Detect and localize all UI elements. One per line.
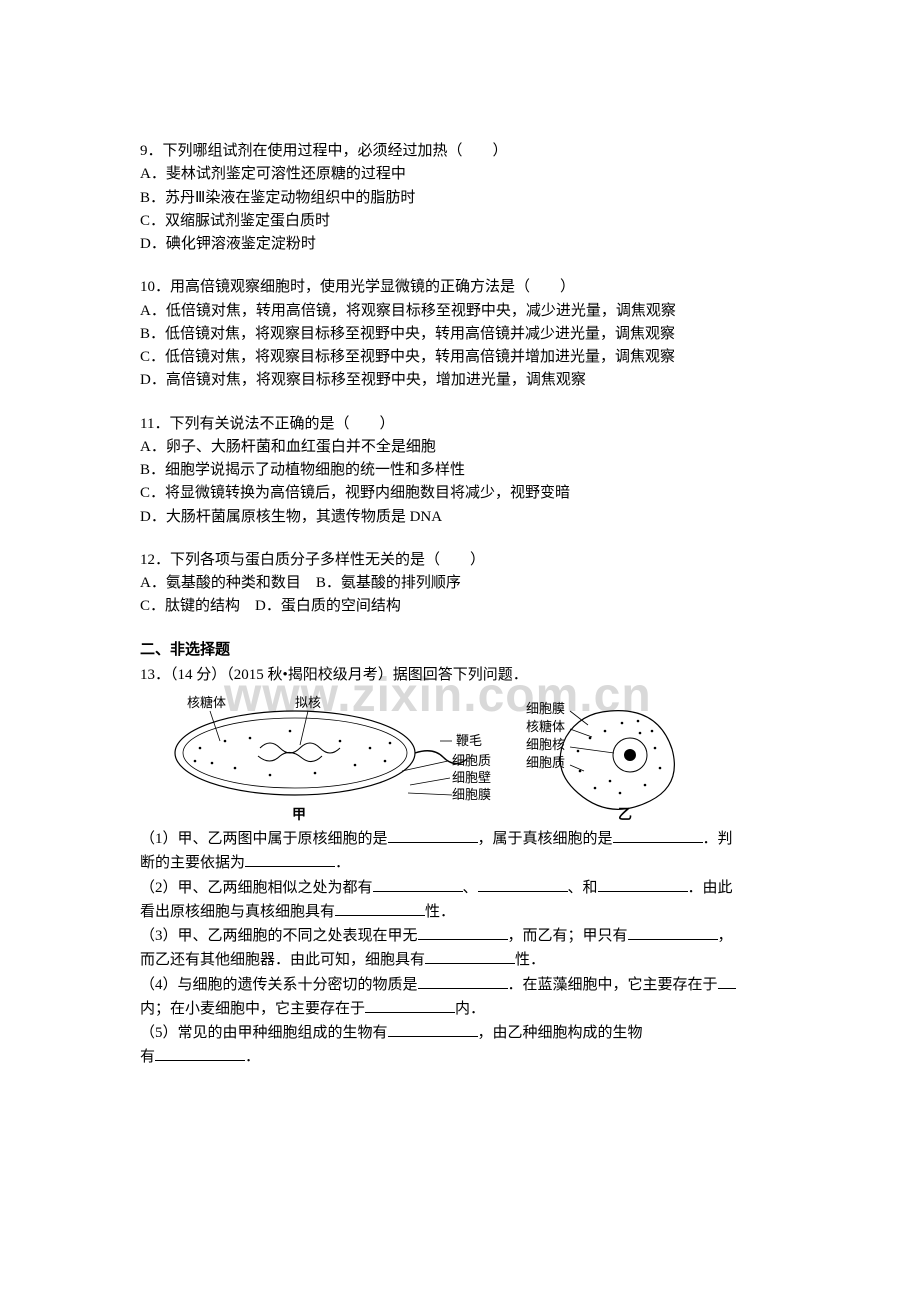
blank [373, 876, 463, 892]
q13-p1b: ，属于真核细胞的是 [478, 831, 613, 847]
question-9: 9．下列哪组试剂在使用过程中，必须经过加热（ ） A．斐林试剂鉴定可溶性还原糖的… [140, 140, 780, 256]
q12-opt-d: D．蛋白质的空间结构 [255, 598, 401, 614]
q9-stem: 9．下列哪组试剂在使用过程中，必须经过加热（ ） [140, 140, 780, 163]
q9-opt-b: B．苏丹Ⅲ染液在鉴定动物组织中的脂肪时 [140, 187, 780, 210]
question-11: 11．下列有关说法不正确的是（ ） A．卵子、大肠杆菌和血红蛋白并不全是细胞 B… [140, 413, 780, 529]
q13-p1c: ．判 [703, 831, 733, 847]
label-cell-wall: 细胞壁 [452, 770, 491, 785]
q11-stem: 11．下列有关说法不正确的是（ ） [140, 413, 780, 436]
q13-p4b: ．在蓝藻细胞中，它主要存在于 [508, 977, 718, 993]
q13-p2-line1: （2）甲、乙两细胞相似之处为都有 、 、和 ．由此 [140, 876, 780, 900]
q10-opt-b: B．低倍镜对焦，将观察目标移至视野中央，转用高倍镜并减少进光量，调焦观察 [140, 323, 780, 346]
label-nucleus: 细胞核 [526, 737, 565, 752]
q11-opt-c: C．将显微镜转换为高倍镜后，视野内细胞数目将减少，视野变暗 [140, 482, 780, 505]
q13-p5c: 有 [140, 1049, 155, 1065]
q13-p2a: （2）甲、乙两细胞相似之处为都有 [140, 880, 373, 896]
q13-p4-line1: （4）与细胞的遗传关系十分密切的物质是 ．在蓝藻细胞中，它主要存在于 [140, 973, 780, 997]
q10-opt-d: D．高倍镜对焦，将观察目标移至视野中央，增加进光量，调焦观察 [140, 369, 780, 392]
blank [388, 827, 478, 843]
blank [418, 924, 508, 940]
q10-opt-c: C．低倍镜对焦，将观察目标移至视野中央，转用高倍镜并增加进光量，调焦观察 [140, 346, 780, 369]
blank [718, 973, 736, 989]
blank [478, 876, 568, 892]
q11-opt-a: A．卵子、大肠杆菌和血红蛋白并不全是细胞 [140, 436, 780, 459]
label-ribosome-left: 核糖体 [187, 695, 226, 710]
q13-p1-line2: 断的主要依据为 ． [140, 851, 780, 875]
caption-right: 乙 [618, 807, 632, 823]
q13-p4-line2: 内；在小麦细胞中，它主要存在于 内． [140, 997, 780, 1021]
q13-p1d: 断的主要依据为 [140, 855, 245, 871]
q13-p1-line1: （1）甲、乙两图中属于原核细胞的是 ，属于真核细胞的是 ．判 [140, 827, 780, 851]
cell-left [175, 711, 467, 795]
q13-p5-line1: （5）常见的由甲种细胞组成的生物有 ，由乙种细胞构成的生物 [140, 1021, 780, 1045]
q13-p2b: 、 [463, 880, 478, 896]
q13-p2d: ．由此 [688, 880, 733, 896]
q13-p4d: 内． [455, 1001, 485, 1017]
q13-stem: 13．（14 分）（2015 秋•揭阳校级月考）据图回答下列问题． [140, 664, 780, 687]
label-cell-membrane-right: 细胞膜 [526, 701, 565, 716]
q13-p5d: ． [245, 1049, 260, 1065]
blank [418, 973, 508, 989]
label-cytoplasm-right: 细胞质 [526, 755, 565, 770]
q13-p1a: （1）甲、乙两图中属于原核细胞的是 [140, 831, 388, 847]
q13-p4c: 内；在小麦细胞中，它主要存在于 [140, 1001, 365, 1017]
q9-opt-c: C．双缩脲试剂鉴定蛋白质时 [140, 210, 780, 233]
q13-p3a: （3）甲、乙两细胞的不同之处表现在甲无 [140, 928, 418, 944]
q13-p2-line2: 看出原核细胞与真核细胞具有 性． [140, 900, 780, 924]
q13-p3c: ， [718, 928, 733, 944]
q13-p3-line2: 而乙还有其他细胞器．由此可知，细胞具有 性． [140, 948, 780, 972]
q13-p2e: 看出原核细胞与真核细胞具有 [140, 904, 335, 920]
q13-p2f: 性． [425, 904, 455, 920]
question-13: 13．（14 分）（2015 秋•揭阳校级月考）据图回答下列问题． [140, 664, 780, 1070]
page-content: 9．下列哪组试剂在使用过程中，必须经过加热（ ） A．斐林试剂鉴定可溶性还原糖的… [140, 140, 780, 1070]
q13-p3b: ，而乙有；甲只有 [508, 928, 628, 944]
q13-figure: 核糖体 拟核 鞭毛 细胞质 细胞壁 细胞膜 甲 [140, 693, 780, 823]
q12-opts-line1: A．氨基酸的种类和数目 B．氨基酸的排列顺序 [140, 572, 780, 595]
q13-p5-line2: 有． [140, 1045, 780, 1069]
blank [628, 924, 718, 940]
q10-stem: 10．用高倍镜观察细胞时，使用光学显微镜的正确方法是（ ） [140, 276, 780, 299]
blank [245, 851, 335, 867]
blank [613, 827, 703, 843]
cell-right [560, 711, 674, 810]
label-cytoplasm-left: 细胞质 [452, 753, 491, 768]
q13-p3e: 性． [515, 952, 545, 968]
label-cell-membrane-left: 细胞膜 [452, 787, 491, 802]
q13-p1e: ． [335, 855, 350, 871]
blank [365, 997, 455, 1013]
q13-p5b: ，由乙种细胞构成的生物 [478, 1025, 643, 1041]
q12-opt-c: C．肽键的结构 [140, 598, 240, 614]
q13-p4a: （4）与细胞的遗传关系十分密切的物质是 [140, 977, 418, 993]
blank [425, 948, 515, 964]
q12-opts-line2: C．肽键的结构 D．蛋白质的空间结构 [140, 595, 780, 618]
q13-p5a: （5）常见的由甲种细胞组成的生物有 [140, 1025, 388, 1041]
q12-opt-a: A．氨基酸的种类和数目 [140, 575, 301, 591]
q12-stem: 12．下列各项与蛋白质分子多样性无关的是（ ） [140, 549, 780, 572]
label-nucleoid: 拟核 [295, 695, 321, 710]
question-10: 10．用高倍镜观察细胞时，使用光学显微镜的正确方法是（ ） A．低倍镜对焦，转用… [140, 276, 780, 392]
q11-opt-b: B．细胞学说揭示了动植物细胞的统一性和多样性 [140, 459, 780, 482]
q13-p2c: 、和 [568, 880, 598, 896]
q9-opt-d: D．碘化钾溶液鉴定淀粉时 [140, 233, 780, 256]
blank [598, 876, 688, 892]
section-2-heading: 二、非选择题 [140, 639, 780, 662]
blank [335, 900, 425, 916]
blank [155, 1045, 245, 1061]
q13-p3-line1: （3）甲、乙两细胞的不同之处表现在甲无 ，而乙有；甲只有 ， [140, 924, 780, 948]
label-flagellum: 鞭毛 [456, 733, 482, 748]
question-12: 12．下列各项与蛋白质分子多样性无关的是（ ） A．氨基酸的种类和数目 B．氨基… [140, 549, 780, 619]
label-ribosome-right: 核糖体 [526, 719, 565, 734]
blank [388, 1021, 478, 1037]
q11-opt-d: D．大肠杆菌属原核生物，其遗传物质是 DNA [140, 506, 780, 529]
q13-p3d: 而乙还有其他细胞器．由此可知，细胞具有 [140, 952, 425, 968]
q10-opt-a: A．低倍镜对焦，转用高倍镜，将观察目标移至视野中央，减少进光量，调焦观察 [140, 300, 780, 323]
cells-diagram: 核糖体 拟核 鞭毛 细胞质 细胞壁 细胞膜 甲 [140, 693, 700, 823]
q12-opt-b: B．氨基酸的排列顺序 [316, 575, 461, 591]
caption-left: 甲 [292, 807, 306, 823]
q9-opt-a: A．斐林试剂鉴定可溶性还原糖的过程中 [140, 163, 780, 186]
